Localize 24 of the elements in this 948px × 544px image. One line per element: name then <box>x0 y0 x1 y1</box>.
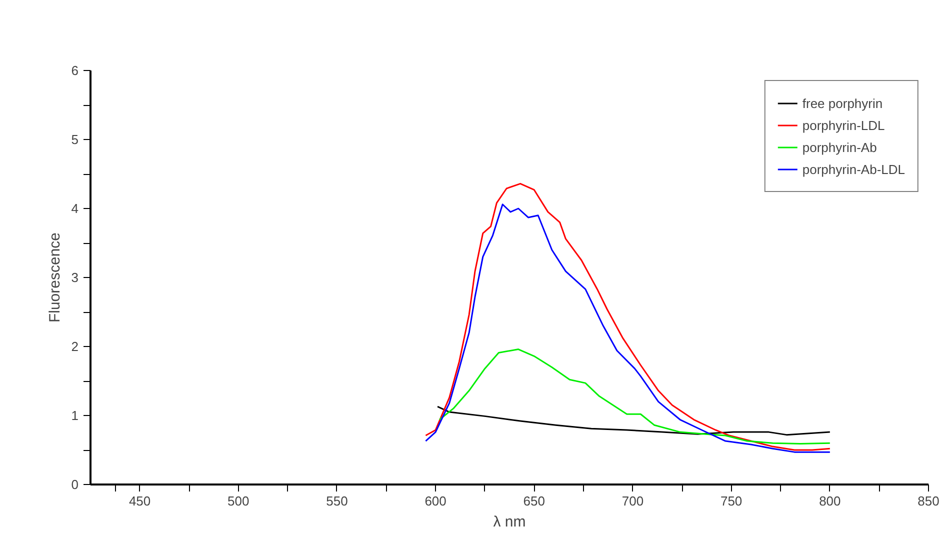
x-tick-label: 550 <box>326 494 348 508</box>
y-tick-label: 5 <box>71 132 79 147</box>
x-tick-label: 450 <box>128 494 151 508</box>
x-tick-label: 800 <box>819 494 841 508</box>
y-tick-label: 0 <box>71 477 79 492</box>
y-tick-label: 4 <box>71 201 79 216</box>
legend-label: porphyrin-Ab-LDL <box>802 162 905 176</box>
y-tick-label: 1 <box>71 408 79 423</box>
y-axis-title: Fluorescence <box>46 232 64 323</box>
x-tick-label: 850 <box>918 494 940 508</box>
y-tick-label: 2 <box>71 339 79 354</box>
x-tick-label: 650 <box>523 494 546 508</box>
legend-label: porphyrin-Ab <box>802 140 877 154</box>
legend-label: free porphyrin <box>802 96 883 110</box>
legend-label: porphyrin-LDL <box>802 118 885 132</box>
x-tick-label: 500 <box>228 494 250 508</box>
line-series <box>438 348 831 445</box>
x-tick-label: 600 <box>424 494 446 508</box>
x-axis-title: λ nm <box>493 514 526 530</box>
y-tick-label: 3 <box>71 270 79 285</box>
x-tick-label: 750 <box>720 494 742 508</box>
x-tick-label: 700 <box>622 494 644 508</box>
line-series <box>436 406 831 436</box>
y-tick-label: 6 <box>71 63 79 78</box>
